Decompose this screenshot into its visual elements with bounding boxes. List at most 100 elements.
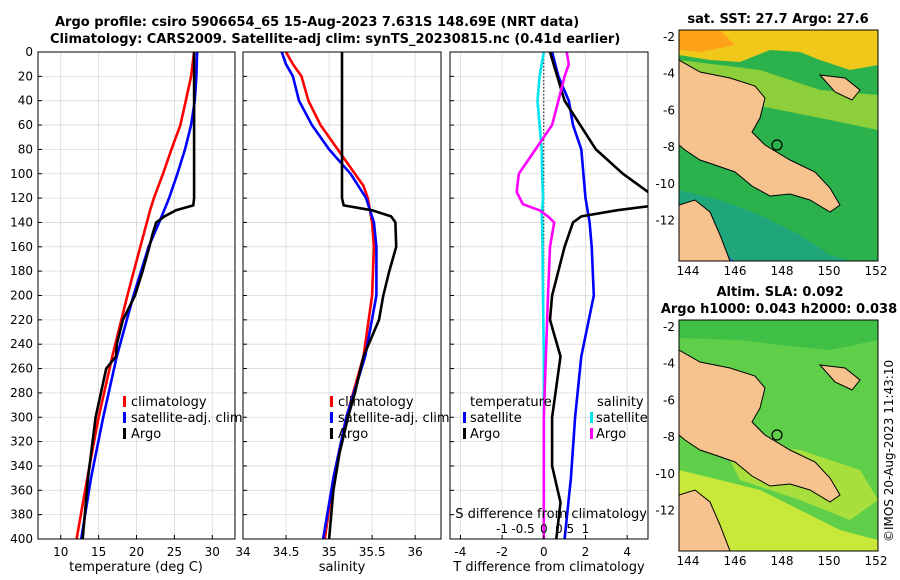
map-sst-title: sat. SST: 27.7 Argo: 27.6: [687, 12, 868, 27]
map-sst-y-tick-label: -8: [663, 140, 675, 154]
y-tick-label: 0: [25, 45, 33, 59]
series-line-argo: [327, 52, 398, 539]
map-sst-y-tick-label: -2: [663, 30, 675, 44]
x-tick-label: 2: [582, 545, 590, 559]
legend-difference: temperature salinity satellite Argo sate…: [463, 395, 648, 442]
map-sst-x-tick-label: 144: [677, 264, 700, 278]
map-sla-new-guinea: [679, 349, 841, 503]
y-tick-label: 200: [10, 289, 33, 303]
legend-swatch-satellite: [123, 412, 126, 423]
legend-swatch-s-argo: [590, 428, 593, 439]
map-sla-y-tick-label: -4: [663, 357, 675, 371]
map-sla-x-tick-label: 152: [865, 554, 888, 568]
y-tick-label: 300: [10, 410, 33, 424]
x-tick-label: 34.5: [273, 545, 300, 559]
x-tick-label: 34: [235, 545, 250, 559]
legend-label-s-satellite: satellite: [596, 411, 648, 426]
map-sst-x-tick-label: 150: [818, 264, 841, 278]
y-tick-label: 180: [10, 264, 33, 278]
series-line-t-argo: [548, 52, 648, 539]
legend-title-salinity: salinity: [597, 395, 644, 410]
legend-label-s-argo: Argo: [596, 427, 626, 442]
map-sla-frame: [678, 319, 879, 552]
y-tick-label: 220: [10, 313, 33, 327]
y-tick-label: 280: [10, 386, 33, 400]
s-tick-label: -1: [496, 522, 508, 536]
x-tick-label: 15: [91, 545, 106, 559]
legend-swatch-climatology: [123, 396, 126, 407]
legend-label-climatology: climatology: [131, 395, 207, 410]
legend-label-t-argo: Argo: [470, 427, 500, 442]
map-sst-australia: [679, 199, 731, 261]
x-tick-label: -4: [454, 545, 466, 559]
series-line-s-argo: [515, 52, 571, 539]
series-line-argo: [81, 52, 196, 539]
map-sst-x-tick-label: 148: [771, 264, 794, 278]
map-sla-north-band: [679, 320, 878, 350]
x-tick-label: 20: [129, 545, 144, 559]
y-tick-label: 80: [18, 142, 33, 156]
legend-label-argo: Argo: [131, 427, 161, 442]
map-sla-y-tick-label: -6: [663, 393, 675, 407]
y-tick-label: 60: [18, 118, 33, 132]
y-tick-label: 340: [10, 459, 33, 473]
map-sst-new-guinea: [679, 59, 841, 213]
map-sla-title-2: Argo h1000: 0.043 h2000: 0.038: [661, 302, 897, 317]
x-tick-label: 25: [167, 545, 182, 559]
legend-swatch-s-satellite: [590, 412, 593, 423]
legend-swatch-t-satellite: [463, 412, 466, 423]
y-tick-label: 400: [10, 532, 33, 546]
map-sst-y-tick-label: -4: [663, 67, 675, 81]
legend-label-satellite: satellite-adj. clim: [338, 411, 450, 426]
y-tick-label: 160: [10, 240, 33, 254]
s-tick-label: 1: [582, 522, 590, 536]
map-sst-x-tick-label: 146: [724, 264, 747, 278]
map-sst-frame: [678, 29, 879, 262]
x-tick-label: 35.5: [359, 545, 386, 559]
x-tick-label: 35: [321, 545, 336, 559]
map-sst-y-tick-label: -12: [655, 214, 675, 228]
s-tick-label: 0: [540, 522, 548, 536]
y-tick-label: 260: [10, 362, 33, 376]
map-sla-x-tick-label: 144: [677, 554, 700, 568]
legend-label-climatology: climatology: [338, 395, 414, 410]
map-sla-y-tick-label: -8: [663, 430, 675, 444]
map-sst: sat. SST: 27.7 Argo: 27.6: [678, 12, 879, 262]
map-sla-x-tick-label: 148: [771, 554, 794, 568]
map-sla-australia: [679, 489, 731, 551]
legend-swatch-t-argo: [463, 428, 466, 439]
x-tick-label: 0: [540, 545, 548, 559]
title-line-2: Climatology: CARS2009. Satellite-adj cli…: [50, 32, 621, 47]
x-tick-label: 36: [408, 545, 423, 559]
s-tick-label: 0.5: [555, 522, 574, 536]
map-sla-new-britain: [818, 364, 861, 391]
map-sla-x-tick-label: 150: [818, 554, 841, 568]
y-tick-label: 140: [10, 215, 33, 229]
x-tick-label: 4: [623, 545, 631, 559]
y-tick-label: 20: [18, 69, 33, 83]
map-sla-title-1: Altim. SLA: 0.092: [717, 285, 844, 300]
map-sst-argo-marker: [771, 139, 783, 151]
map-sla-y-tick-label: -10: [655, 467, 675, 481]
legend-swatch-argo: [123, 428, 126, 439]
series-group: [75, 52, 199, 539]
series-line-climatology: [75, 52, 196, 539]
xlabel-temperature: temperature (deg C): [69, 560, 203, 575]
y-tick-label: 100: [10, 167, 33, 181]
legend-swatch-argo: [330, 428, 333, 439]
xlabel-t-difference: T difference from climatology: [452, 560, 645, 575]
series-group: [280, 52, 398, 539]
series-group: [515, 52, 648, 539]
y-tick-label: 320: [10, 435, 33, 449]
y-tick-label: 40: [18, 94, 33, 108]
map-sla-x-tick-label: 146: [724, 554, 747, 568]
xlabel-s-difference: S difference from climatology: [455, 507, 647, 522]
legend-swatch-climatology: [330, 396, 333, 407]
y-tick-label: 120: [10, 191, 33, 205]
credit-text: ©IMOS 20-Aug-2023 11:43:10: [882, 360, 896, 542]
map-sla-south-band: [679, 470, 878, 551]
legend-label-t-satellite: satellite: [470, 411, 522, 426]
y-tick-label: 360: [10, 483, 33, 497]
map-sla-y-tick-label: -12: [655, 504, 675, 518]
